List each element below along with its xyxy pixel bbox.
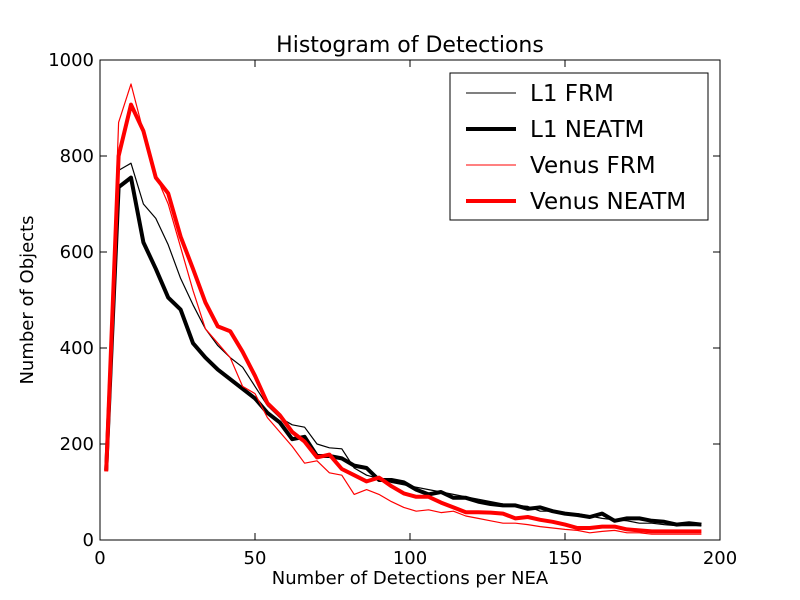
y-tick-label: 200 bbox=[60, 434, 94, 455]
x-axis-label: Number of Detections per NEA bbox=[272, 568, 549, 589]
legend-label-venus-frm: Venus FRM bbox=[530, 153, 656, 179]
legend: L1 FRM L1 NEATM Venus FRM Venus NEATM bbox=[449, 72, 709, 221]
plot-frame bbox=[99, 59, 721, 541]
y-tick-label: 1000 bbox=[48, 50, 94, 71]
y-tick-label: 800 bbox=[60, 146, 94, 167]
x-tick-label: 0 bbox=[94, 548, 105, 569]
x-tick-label: 150 bbox=[548, 548, 582, 569]
chart-title: Histogram of Detections bbox=[276, 33, 544, 58]
tick-labels-layer: 0 50 100 150 200 0 200 400 600 800 1000 bbox=[48, 50, 737, 569]
series-line-venus-frm bbox=[105, 83, 702, 535]
series-layer bbox=[104, 83, 702, 535]
y-tick-label: 0 bbox=[83, 530, 94, 551]
series-line-venus-neatm bbox=[104, 102, 702, 534]
legend-label-venus-neatm: Venus NEATM bbox=[530, 189, 686, 215]
x-tick-label: 100 bbox=[393, 548, 427, 569]
legend-box bbox=[449, 72, 709, 221]
y-axis-label: Number of Objects bbox=[17, 215, 38, 384]
series-line-l1-neatm bbox=[104, 175, 702, 527]
legend-label-l1-frm: L1 FRM bbox=[530, 81, 614, 107]
x-tick-label: 50 bbox=[244, 548, 267, 569]
legend-label-l1-neatm: L1 NEATM bbox=[530, 117, 644, 143]
y-tick-label: 600 bbox=[60, 242, 94, 263]
x-tick-label: 200 bbox=[703, 548, 737, 569]
y-tick-label: 400 bbox=[60, 338, 94, 359]
